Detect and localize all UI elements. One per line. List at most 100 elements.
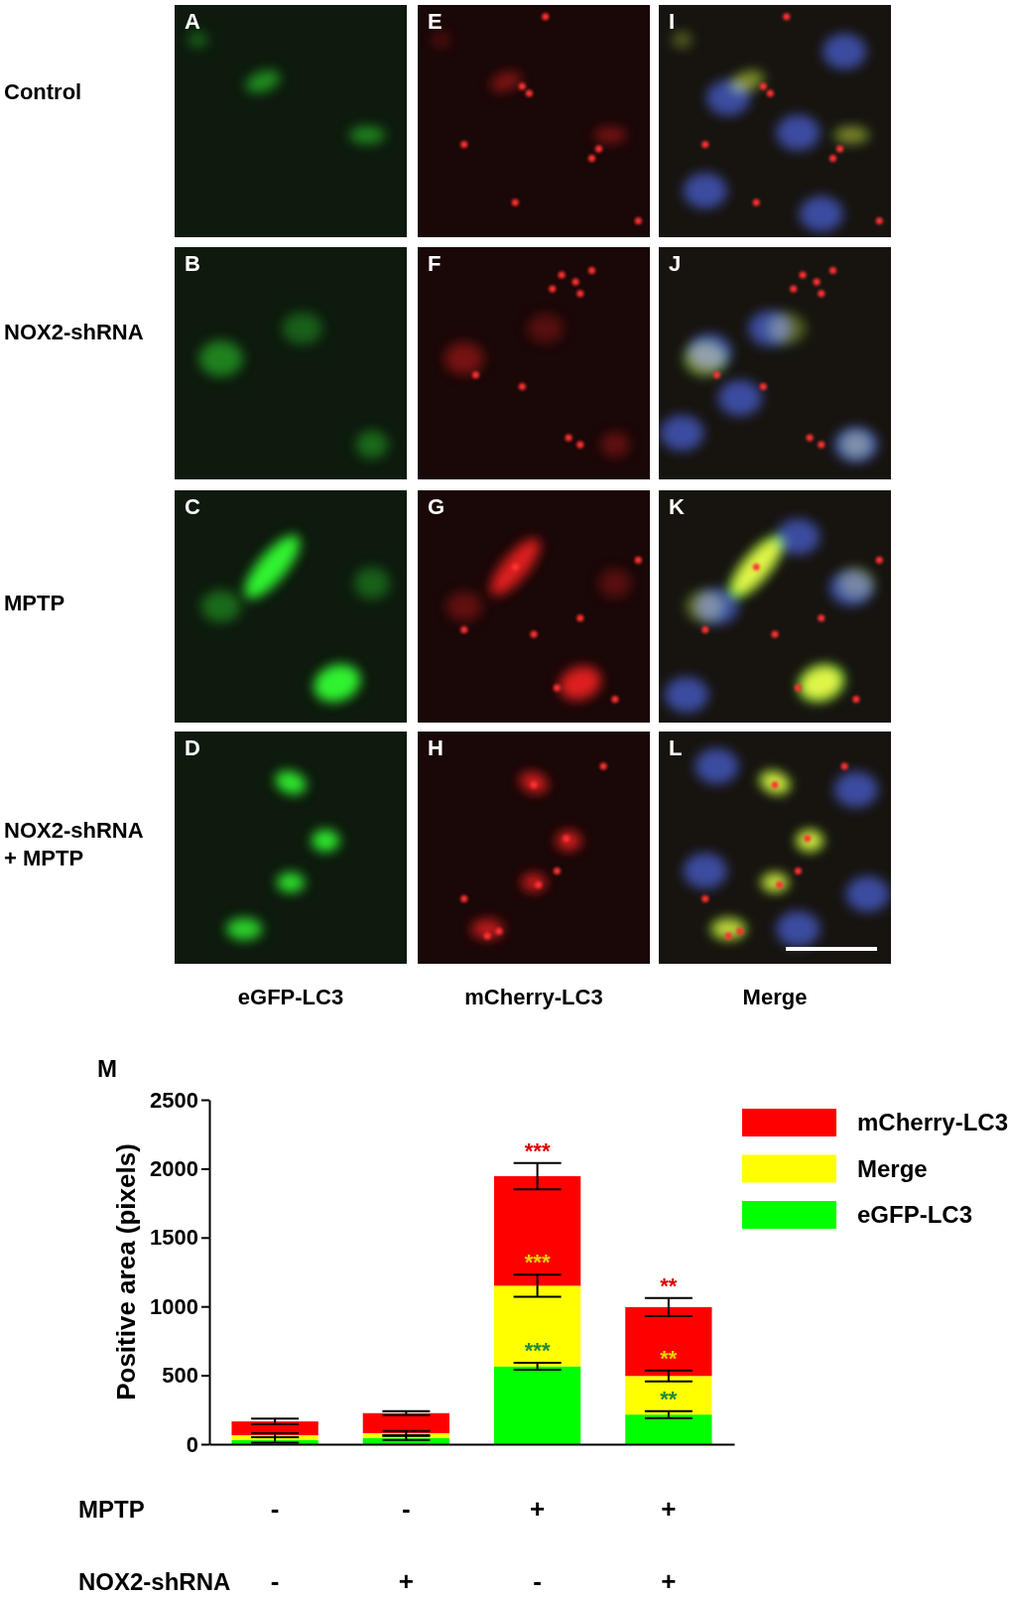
- y-tick-mark: [201, 1167, 210, 1170]
- red-punctum: [511, 563, 519, 571]
- panel-letter: E: [427, 8, 443, 34]
- image-panel: I: [658, 4, 891, 238]
- panel-letter: B: [184, 251, 201, 276]
- condition-sign: -: [270, 1493, 280, 1523]
- image-panels: AEIBFJCGKDHL: [174, 4, 891, 964]
- legend-label: eGFP-LC3: [857, 1200, 973, 1228]
- red-signal: [482, 531, 548, 603]
- legend-swatch: [742, 1154, 837, 1183]
- red-punctum: [634, 556, 642, 564]
- green-signal: [833, 126, 870, 144]
- error-bar: [381, 1430, 430, 1435]
- green-signal: [795, 829, 824, 852]
- red-punctum: [634, 217, 642, 225]
- panel-letter: D: [184, 735, 201, 760]
- red-punctum: [558, 271, 566, 279]
- red-punctum: [806, 433, 814, 441]
- red-punctum: [775, 881, 783, 888]
- red-punctum: [771, 780, 779, 788]
- condition-sign: -: [532, 1565, 542, 1596]
- red-punctum: [588, 154, 596, 162]
- bar: [625, 1306, 712, 1376]
- green-signal: [671, 31, 692, 48]
- bar: [363, 1412, 450, 1433]
- y-axis: 05001000150020002500: [149, 1087, 210, 1457]
- error-cap: [251, 1441, 299, 1444]
- red-signal: [723, 531, 789, 603]
- panel-background: [417, 490, 650, 723]
- image-panel: K: [658, 490, 891, 723]
- error-cap: [644, 1380, 693, 1383]
- green-signal: [685, 590, 726, 623]
- panel-background: [174, 4, 407, 238]
- error-line: [667, 1410, 670, 1418]
- red-punctum: [565, 433, 573, 441]
- y-axis-line: [209, 1100, 212, 1445]
- green-signal: [201, 590, 242, 623]
- image-panel: J: [658, 247, 891, 480]
- panel-background: [658, 731, 891, 964]
- nucleus: [718, 379, 762, 416]
- error-line: [667, 1370, 670, 1382]
- green-signal: [311, 829, 340, 852]
- error-cap: [381, 1433, 430, 1436]
- nucleus: [775, 518, 820, 555]
- nucleus: [834, 771, 879, 808]
- significance-stars: **: [659, 1272, 678, 1298]
- red-punctum: [836, 145, 844, 153]
- red-punctum: [518, 382, 526, 390]
- y-tick: 2500: [149, 1087, 210, 1113]
- green-signal: [766, 312, 807, 345]
- green-signal: [710, 917, 747, 940]
- red-signal: [712, 918, 745, 939]
- panel-background: [417, 247, 650, 480]
- image-panel: C: [174, 490, 407, 723]
- panel-background: [658, 490, 891, 723]
- error-cap: [251, 1416, 299, 1419]
- red-punctum: [759, 82, 767, 90]
- panel-letter: C: [184, 494, 201, 519]
- bar: [494, 1284, 581, 1366]
- panel-background: [174, 490, 407, 723]
- red-punctum: [576, 614, 584, 622]
- y-tick-mark: [201, 1443, 210, 1446]
- error-bar: [251, 1417, 299, 1424]
- error-cap: [644, 1314, 693, 1317]
- red-signal: [761, 873, 787, 891]
- error-cap: [381, 1438, 430, 1441]
- condition-sign: +: [398, 1565, 414, 1596]
- green-signal: [199, 340, 244, 377]
- error-bar: [513, 1362, 562, 1370]
- panel-background: [417, 4, 650, 238]
- y-tick: 0: [186, 1431, 210, 1457]
- red-signal: [431, 32, 450, 47]
- nucleus: [683, 172, 728, 209]
- red-punctum: [701, 626, 709, 633]
- red-signal: [444, 342, 485, 375]
- red-punctum: [530, 780, 538, 788]
- red-punctum: [852, 695, 860, 703]
- red-punctum: [525, 89, 533, 97]
- significance-stars: ***: [524, 1138, 551, 1163]
- error-cap: [381, 1429, 430, 1432]
- error-cap: [251, 1431, 299, 1434]
- error-cap: [251, 1435, 299, 1438]
- green-signal: [226, 917, 262, 940]
- nucleus: [695, 748, 740, 784]
- red-signal: [842, 431, 872, 457]
- error-cap: [251, 1422, 299, 1425]
- red-signal: [488, 67, 525, 96]
- error-bars: [251, 1162, 693, 1443]
- red-punctum: [817, 440, 825, 448]
- legend-swatch: [742, 1108, 837, 1137]
- red-punctum: [876, 217, 884, 225]
- panel-letter: L: [668, 735, 682, 760]
- green-signal: [792, 657, 850, 708]
- bar: [625, 1413, 712, 1444]
- red-punctum: [460, 140, 468, 148]
- error-bar: [644, 1410, 693, 1418]
- significance-stars: **: [659, 1345, 678, 1371]
- green-signal: [840, 430, 873, 459]
- column-label: Merge: [743, 984, 808, 1010]
- error-line: [667, 1297, 670, 1316]
